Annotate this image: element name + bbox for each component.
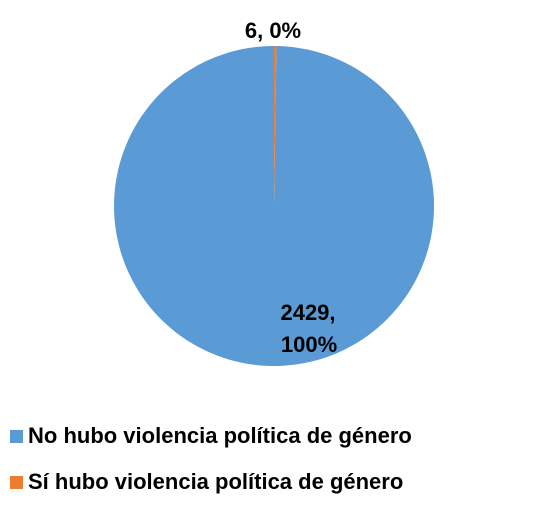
legend-swatch-si bbox=[10, 475, 23, 489]
data-label-no-line1: 2429, bbox=[280, 300, 335, 325]
legend-label-no: No hubo violencia política de género bbox=[28, 423, 412, 448]
legend-swatch-no bbox=[10, 429, 23, 443]
legend-label-si: Sí hubo violencia política de género bbox=[28, 469, 404, 494]
pie-slice-si bbox=[274, 46, 277, 206]
legend-item-no: No hubo violencia política de género bbox=[10, 423, 412, 448]
pie-slices bbox=[114, 46, 435, 366]
legend-item-si: Sí hubo violencia política de género bbox=[10, 469, 412, 494]
data-label-no-line2: 100% bbox=[281, 332, 337, 357]
pie-slice-no bbox=[114, 46, 435, 366]
legend: No hubo violencia política de género Sí … bbox=[10, 423, 412, 516]
data-label-si: 6, 0% bbox=[245, 18, 301, 43]
